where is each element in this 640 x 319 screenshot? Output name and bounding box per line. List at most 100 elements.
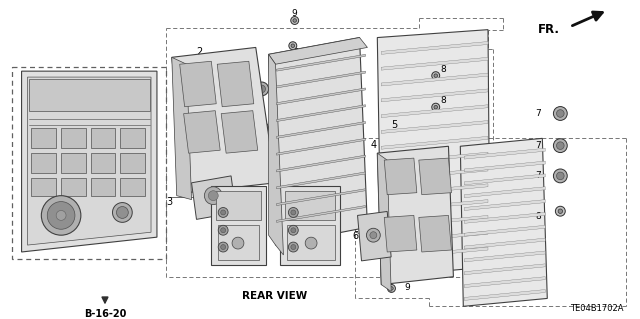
Polygon shape [464,148,545,159]
Circle shape [432,72,440,80]
Polygon shape [381,136,488,149]
Circle shape [221,245,226,249]
Circle shape [218,242,228,252]
Polygon shape [464,264,545,275]
Circle shape [434,105,438,109]
Polygon shape [381,215,488,228]
Text: 4: 4 [371,140,377,150]
Circle shape [291,17,299,25]
Text: 1: 1 [468,156,475,166]
Text: 8: 8 [440,96,446,105]
Polygon shape [276,88,365,105]
Bar [31,153,56,173]
Polygon shape [276,122,365,138]
Circle shape [434,74,438,78]
Circle shape [258,164,266,172]
Circle shape [189,151,198,159]
Circle shape [416,163,424,171]
Polygon shape [460,138,547,306]
Circle shape [291,245,296,249]
Polygon shape [464,174,545,185]
Circle shape [558,209,563,213]
Text: B-16-20: B-16-20 [84,309,126,319]
Polygon shape [381,200,488,212]
Polygon shape [381,73,488,86]
Polygon shape [381,121,488,133]
Text: 7: 7 [243,189,248,198]
Polygon shape [276,105,365,122]
Circle shape [305,237,317,249]
Polygon shape [172,57,191,200]
Polygon shape [381,57,488,70]
Text: 7: 7 [243,174,248,183]
Circle shape [367,228,380,242]
Circle shape [56,211,66,220]
Circle shape [557,110,564,117]
Text: 6: 6 [353,231,358,241]
Polygon shape [276,172,365,189]
Text: 2: 2 [196,47,203,57]
Polygon shape [276,71,365,88]
Text: 8: 8 [535,212,541,221]
Text: 7: 7 [284,126,289,135]
Polygon shape [464,290,545,300]
Circle shape [258,125,266,132]
Polygon shape [276,138,365,155]
Circle shape [232,237,244,249]
Polygon shape [464,277,545,287]
Polygon shape [381,105,488,118]
Text: 9: 9 [404,283,410,292]
Text: 7: 7 [284,106,289,115]
Bar [61,178,86,196]
Polygon shape [269,38,367,245]
Polygon shape [381,168,488,181]
Circle shape [113,203,132,222]
Text: 7: 7 [535,141,541,150]
Circle shape [289,242,298,252]
Polygon shape [378,153,391,292]
Polygon shape [191,176,236,219]
Polygon shape [381,184,488,197]
Bar [91,178,115,196]
Circle shape [221,228,226,233]
Circle shape [42,196,81,235]
Bar [216,191,260,220]
Bar [31,178,56,196]
Bar [120,153,145,173]
Bar [12,67,166,259]
Circle shape [218,208,228,218]
Polygon shape [184,111,220,153]
Polygon shape [381,41,488,54]
Polygon shape [172,48,276,193]
Polygon shape [419,215,451,252]
Bar [91,129,115,148]
Text: 8: 8 [440,65,446,74]
Polygon shape [381,152,488,165]
Text: FR.: FR. [538,24,561,36]
Circle shape [554,107,567,120]
Bar [91,153,115,173]
Polygon shape [269,54,284,255]
Polygon shape [221,111,258,153]
Bar [31,129,56,148]
Bar [287,225,335,260]
Polygon shape [276,205,365,222]
Text: 7: 7 [535,109,541,118]
Polygon shape [419,158,451,195]
Text: 7: 7 [214,116,220,125]
Polygon shape [381,231,488,244]
Circle shape [291,210,296,215]
Circle shape [255,161,269,175]
Bar [61,153,86,173]
Bar [285,191,335,220]
Text: REAR VIEW: REAR VIEW [242,291,307,301]
Polygon shape [276,54,365,71]
Circle shape [432,103,440,111]
Circle shape [255,82,269,96]
Polygon shape [464,238,545,249]
Circle shape [557,172,564,180]
Circle shape [554,139,567,152]
Text: 5: 5 [391,121,397,130]
Text: 7: 7 [243,204,248,212]
Polygon shape [276,155,365,172]
